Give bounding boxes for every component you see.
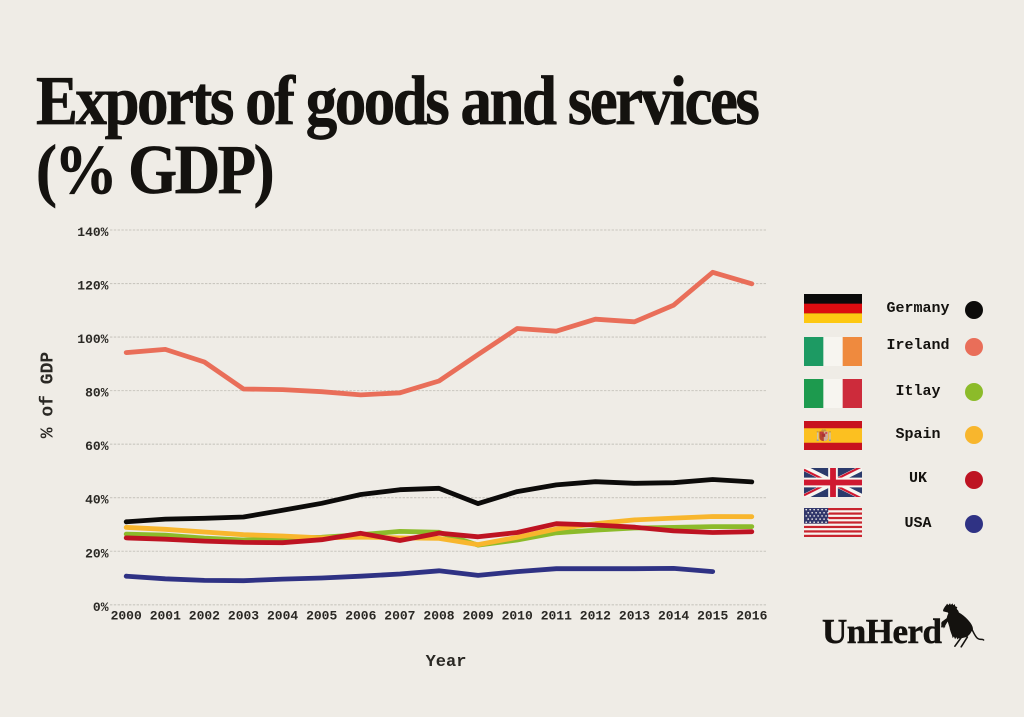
svg-text:2009: 2009 bbox=[462, 609, 493, 624]
svg-text:2002: 2002 bbox=[189, 609, 220, 624]
svg-text:100%: 100% bbox=[77, 332, 108, 347]
svg-text:2003: 2003 bbox=[228, 609, 259, 624]
svg-text:140%: 140% bbox=[77, 225, 108, 240]
svg-text:2012: 2012 bbox=[580, 609, 611, 624]
svg-text:2014: 2014 bbox=[658, 609, 689, 624]
svg-text:2001: 2001 bbox=[150, 609, 181, 624]
svg-text:Year: Year bbox=[426, 653, 467, 672]
svg-text:2005: 2005 bbox=[306, 609, 337, 624]
svg-text:2015: 2015 bbox=[697, 609, 728, 624]
svg-text:0%: 0% bbox=[93, 600, 109, 615]
svg-text:2006: 2006 bbox=[345, 609, 376, 624]
svg-text:2008: 2008 bbox=[423, 609, 454, 624]
svg-text:120%: 120% bbox=[77, 279, 108, 294]
svg-text:2011: 2011 bbox=[541, 609, 572, 624]
svg-text:2000: 2000 bbox=[111, 609, 142, 624]
svg-text:2004: 2004 bbox=[267, 609, 298, 624]
svg-text:60%: 60% bbox=[85, 439, 109, 454]
svg-text:2013: 2013 bbox=[619, 609, 650, 624]
svg-text:2016: 2016 bbox=[736, 609, 767, 624]
svg-text:40%: 40% bbox=[85, 493, 109, 508]
svg-text:2010: 2010 bbox=[502, 609, 533, 624]
svg-text:80%: 80% bbox=[85, 386, 109, 401]
svg-text:% of GDP: % of GDP bbox=[39, 352, 59, 439]
svg-text:2007: 2007 bbox=[384, 609, 415, 624]
svg-text:20%: 20% bbox=[85, 546, 109, 561]
